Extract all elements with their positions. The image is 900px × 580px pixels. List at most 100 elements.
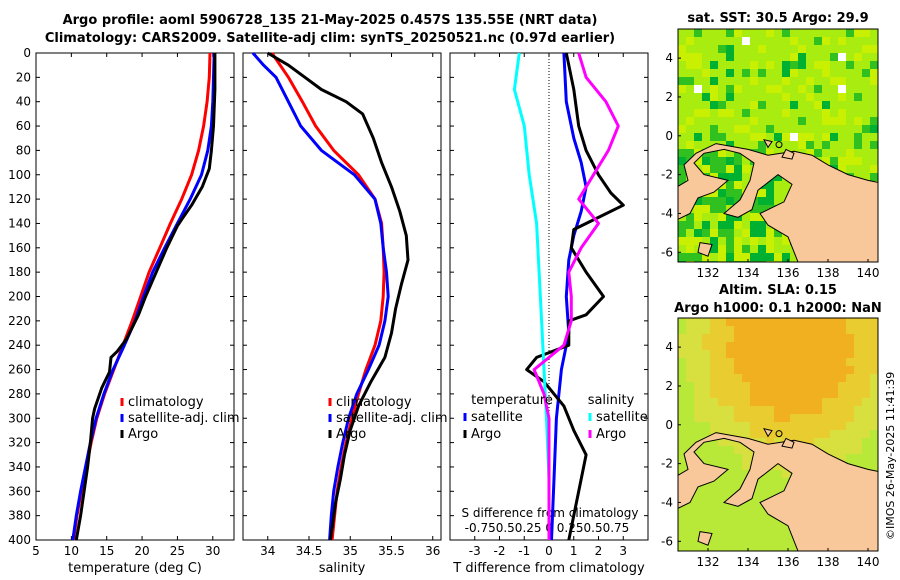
map-cell	[742, 526, 750, 534]
map-cell	[782, 382, 790, 390]
map-cell	[854, 53, 862, 61]
map-cell	[798, 61, 806, 69]
map-cell	[862, 350, 870, 358]
legend-label: Argo	[336, 427, 366, 442]
map-cell	[742, 542, 750, 550]
map-cell	[774, 470, 782, 478]
map-cell	[814, 133, 822, 141]
x-tick-label: 134	[737, 266, 760, 280]
map-cell	[718, 205, 726, 213]
map-cell	[822, 398, 830, 406]
map-cell	[710, 542, 718, 550]
map-cell	[814, 45, 822, 53]
map-cell	[726, 237, 734, 245]
map-cell	[774, 358, 782, 366]
map-cell	[710, 29, 718, 37]
map-cell	[814, 358, 822, 366]
map-cell	[870, 117, 878, 125]
map-cell	[726, 117, 734, 125]
map-cell	[766, 358, 774, 366]
map-cell	[726, 406, 734, 414]
map-cell	[798, 109, 806, 117]
map-cell	[774, 117, 782, 125]
map-cell	[862, 53, 870, 61]
map-cell	[710, 510, 718, 518]
map-cell	[774, 350, 782, 358]
x-tick-label: 2	[595, 544, 603, 558]
map-cell	[758, 486, 766, 494]
map-cell	[766, 406, 774, 414]
map-cell	[798, 101, 806, 109]
map-cell	[862, 374, 870, 382]
map-cell	[694, 141, 702, 149]
map-cell	[694, 85, 702, 93]
map-cell	[686, 237, 694, 245]
map-cell	[742, 454, 750, 462]
map-cell	[790, 358, 798, 366]
map-cell	[830, 422, 838, 430]
map-cell	[862, 318, 870, 326]
map-cell	[870, 93, 878, 101]
map-cell	[734, 526, 742, 534]
map-cell	[814, 422, 822, 430]
map-cell	[710, 374, 718, 382]
map-cell	[694, 342, 702, 350]
x-axis-label: T difference from climatology	[452, 561, 645, 576]
map-cell	[710, 221, 718, 229]
map-cell	[830, 366, 838, 374]
map-cell	[854, 422, 862, 430]
island	[697, 531, 713, 546]
map-cell	[830, 446, 838, 454]
map-cell	[694, 109, 702, 117]
map-cell	[686, 245, 694, 253]
map-cell	[854, 165, 862, 173]
map-cell	[830, 93, 838, 101]
map-cell	[782, 181, 790, 189]
map-cell	[838, 109, 846, 117]
sla-map-title: Altim. SLA: 0.15	[719, 283, 837, 298]
map-cell	[846, 334, 854, 342]
map-cell	[702, 334, 710, 342]
map-cell	[726, 149, 734, 157]
map-cell	[854, 334, 862, 342]
map-cell	[742, 398, 750, 406]
map-cell	[734, 93, 742, 101]
map-cell	[782, 342, 790, 350]
x-tick-label: 35	[343, 544, 358, 558]
map-cell	[734, 534, 742, 542]
map-cell	[766, 181, 774, 189]
map-cell	[710, 366, 718, 374]
map-cell	[750, 342, 758, 350]
sla_map-panel: 132 134 136 138 140 -6 -4 -2 0 2 4 Altim. SLA: 0.15…	[661, 283, 882, 569]
map-cell	[830, 109, 838, 117]
map-cell	[742, 213, 750, 221]
map-cell	[846, 101, 854, 109]
map-cell	[694, 53, 702, 61]
map-cell	[694, 117, 702, 125]
map-cell	[814, 398, 822, 406]
map-cell	[790, 101, 798, 109]
map-cell	[726, 542, 734, 550]
map-cell	[694, 318, 702, 326]
map-cell	[862, 69, 870, 77]
map-cell	[854, 109, 862, 117]
map-cell	[838, 454, 846, 462]
map-cell	[822, 109, 830, 117]
map-cell	[838, 326, 846, 334]
map-cell	[726, 422, 734, 430]
map-cell	[678, 125, 686, 133]
map-cell	[718, 398, 726, 406]
map-cell	[718, 173, 726, 181]
map-cell	[702, 253, 710, 261]
map-cell	[758, 382, 766, 390]
map-cell	[742, 61, 750, 69]
map-cell	[702, 229, 710, 237]
map-cell	[758, 526, 766, 534]
x-axis-label: salinity	[319, 561, 366, 576]
map-cell	[758, 237, 766, 245]
map-cell	[694, 125, 702, 133]
map-cell	[774, 53, 782, 61]
map-cell	[870, 141, 878, 149]
map-cell	[774, 237, 782, 245]
map-cell	[718, 37, 726, 45]
